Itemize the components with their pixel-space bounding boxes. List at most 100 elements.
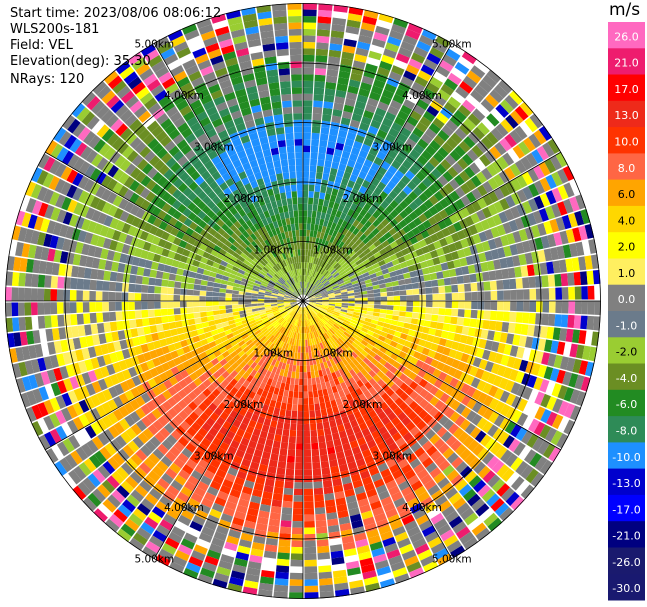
ray-gate [331,385,338,394]
ray-gate [266,341,273,349]
ray-gate [130,265,139,275]
ray-gate [317,16,332,24]
ray-gate [45,448,59,464]
ray-gate [281,275,287,282]
ray-gate [24,228,34,244]
ray-gate [197,383,207,392]
ray-gate [444,205,454,216]
ray-gate [165,467,178,480]
ray-gate [360,82,372,92]
ray-gate [69,376,80,390]
ray-gate [449,149,462,162]
ray-gate [490,226,500,238]
ray-gate [319,139,328,148]
ray-gate [147,138,160,150]
ray-gate [400,301,407,306]
ray-gate [270,318,277,324]
ray-gate [187,475,200,487]
ray-gate [208,402,218,412]
ray-gate [135,86,150,100]
ray-gate [396,132,408,143]
ray-gate [429,139,441,152]
ray-gate [505,181,516,194]
ray-gate [304,495,314,502]
ray-gate [371,547,386,558]
ray-gate [433,212,443,223]
ray-gate [240,532,254,542]
ray-gate [154,431,166,443]
ray-gate [398,426,409,437]
ray-gate [236,470,247,480]
ray-gate [311,270,315,277]
ray-gate [101,128,115,142]
ray-gate [312,309,319,314]
ray-gate [102,461,116,475]
ray-gate [227,358,236,366]
ray-gate [291,331,295,339]
ray-gate [294,290,300,296]
ray-gate [522,240,531,253]
ray-gate [437,315,445,323]
ray-gate [389,402,399,412]
ray-gate [241,458,251,468]
ray-gate [428,375,438,385]
ray-gate [535,313,543,325]
ray-gate [315,303,322,306]
ray-gate [294,378,299,386]
ray-gate [352,358,360,367]
ray-gate [360,255,368,262]
ray-gate [270,267,277,274]
ray-gate [90,394,101,407]
ray-gate [253,482,264,492]
ray-gate [257,366,265,374]
ray-gate [247,253,255,261]
ray-gate [364,482,375,492]
ray-gate [514,323,523,335]
ray-gate [192,335,201,343]
ray-gate [475,503,490,517]
ray-gate [306,365,311,373]
ray-gate [225,308,233,314]
ray-gate [372,451,383,461]
ray-gate [355,176,365,186]
ray-gate [335,255,342,263]
ray-gate [487,517,503,532]
ray-gate [348,399,356,408]
ray-gate [147,424,159,436]
ray-gate [82,130,96,145]
ray-gate [173,41,189,53]
ray-gate [15,241,24,257]
ray-gate [266,272,273,279]
ray-gate [200,338,209,346]
ray-gate [428,195,439,206]
ray-gate [424,392,434,403]
ray-gate [327,309,334,313]
ray-gate [139,146,151,158]
ray-gate [91,257,100,269]
ray-gate [514,217,525,230]
ray-gate [37,357,47,372]
ray-gate [518,253,527,266]
ray-gate [84,397,96,410]
ray-gate [190,265,199,273]
ray-gate [404,491,417,503]
ray-gate [275,324,282,330]
ray-gate [277,254,283,262]
ray-gate [207,315,215,322]
ray-gate [388,71,402,82]
ray-gate [257,436,267,445]
ray-gate [273,407,281,416]
ray-gate [548,313,556,327]
ray-gate [11,225,21,241]
ray-gate [532,210,543,224]
ray-gate [334,274,341,280]
ray-gate [161,152,173,164]
ray-gate [290,297,297,300]
ray-gate [370,319,379,325]
ray-gate [231,138,242,148]
ray-gate [335,320,343,326]
ray-gate [480,261,489,272]
ray-gate [335,497,347,506]
ray-gate [393,348,402,356]
ray-gate [557,385,568,400]
